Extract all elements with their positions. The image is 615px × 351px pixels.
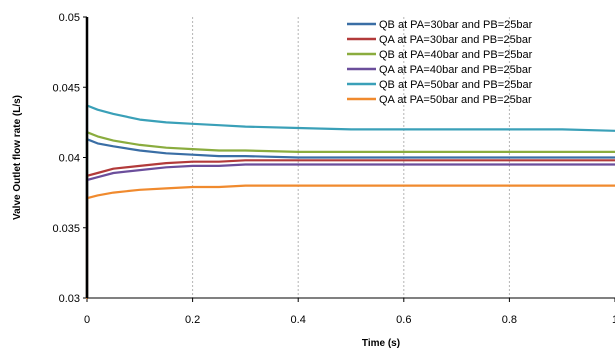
y-tick-label: 0.05 [59,12,80,24]
x-tick-label: 0.8 [502,314,517,326]
series-line [85,159,615,300]
x-axis-ticks: 0 0.2 0.4 0.6 0.8 1 [84,298,615,326]
series-lines [85,104,615,300]
series-line [85,138,615,300]
x-axis-label: Time (s) [362,338,400,349]
x-tick-label: 0 [84,314,90,326]
legend-label: QA at PA=30bar and PB=25bar [379,34,532,46]
series-line [85,184,615,300]
y-tick-label: 0.035 [52,223,80,235]
x-tick-label: 0.2 [185,314,200,326]
y-axis-ticks: 0.03 0.035 0.04 0.045 0.05 [52,12,87,305]
y-axis-label: Valve Outlet flow rate (L/s) [12,95,23,220]
y-tick-label: 0.03 [59,293,80,305]
x-tick-label: 0.6 [396,314,411,326]
y-tick-label: 0.045 [52,82,80,94]
legend-label: QB at PA=30bar and PB=25bar [379,19,533,31]
series-line [85,163,615,300]
legend-label: QA at PA=40bar and PB=25bar [379,64,532,76]
series-line [85,131,615,300]
legend-label: QA at PA=50bar and PB=25bar [379,94,532,106]
y-tick-label: 0.04 [59,153,80,165]
legend-label: QB at PA=40bar and PB=25bar [379,49,533,61]
legend: QB at PA=30bar and PB=25bar QA at PA=30ba… [347,19,533,106]
series-line [85,104,615,300]
x-tick-label: 0.4 [291,314,306,326]
legend-label: QB at PA=50bar and PB=25bar [379,79,533,91]
x-tick-label: 1 [612,314,615,326]
